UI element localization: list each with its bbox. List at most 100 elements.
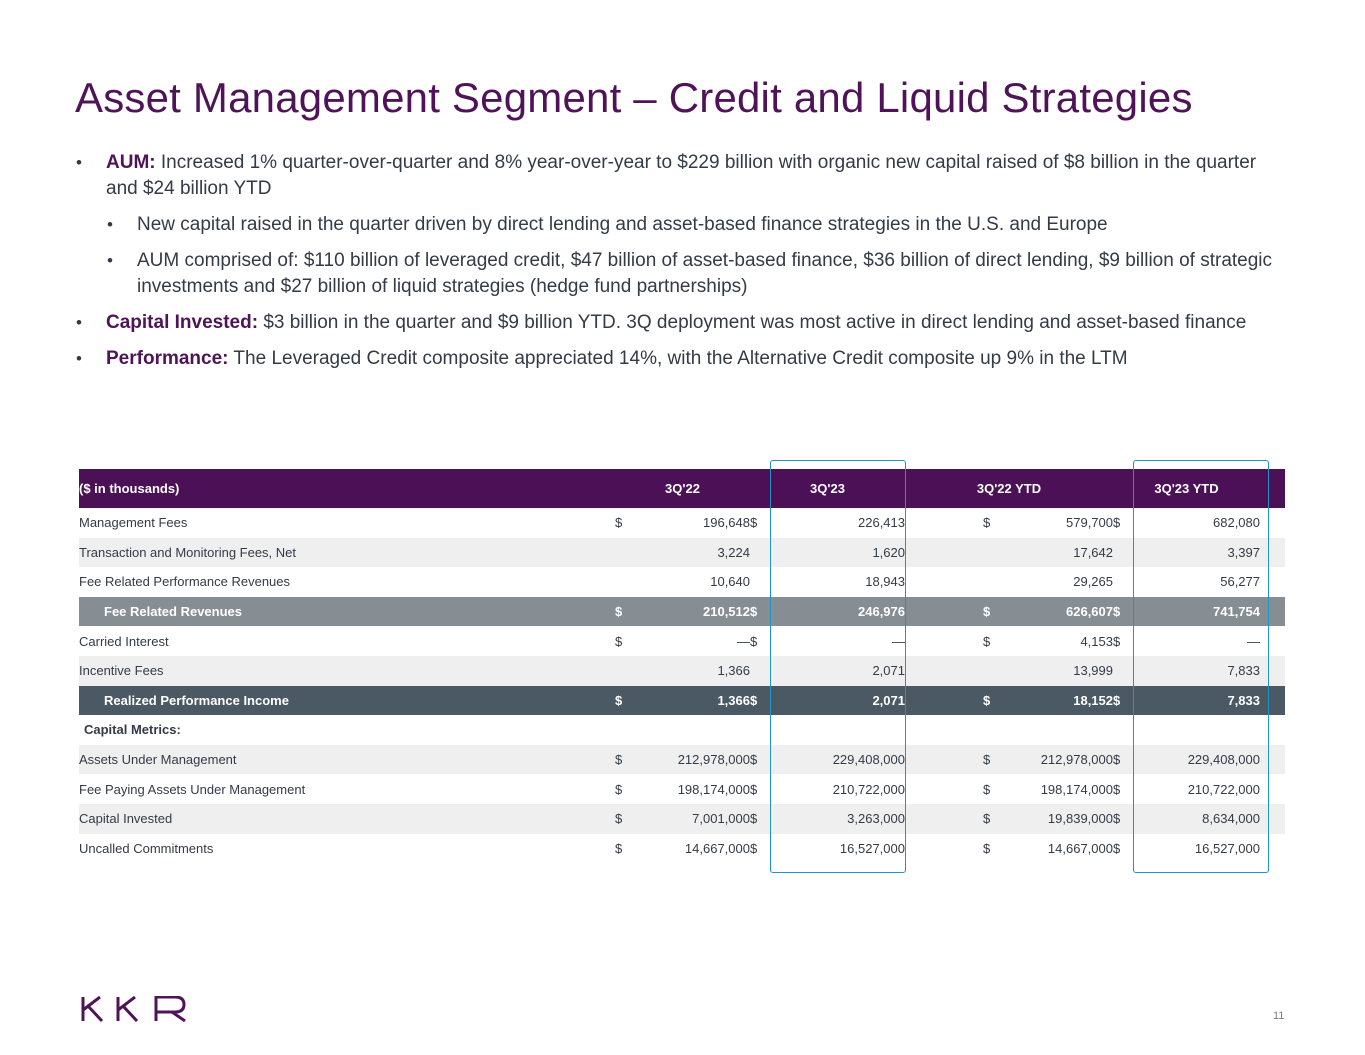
table-row: Realized Performance Income $1,366 $2,071 $…	[79, 685, 1285, 716]
bullet-performance-heading: Performance:	[106, 348, 229, 369]
spacer-cell	[905, 626, 983, 656]
value-3q22: 1,366	[640, 685, 750, 716]
currency-symbol	[750, 567, 775, 597]
sub-bullet-aum-composition-text: AUM comprised of: $110 billion of levera…	[137, 250, 1273, 297]
value-3q22: 3,224	[640, 537, 750, 568]
value-3q23-ytd: 741,754	[1138, 596, 1260, 627]
currency-symbol: $	[1113, 633, 1121, 649]
currency-symbol: $	[983, 633, 991, 649]
spacer-cell	[1260, 834, 1285, 864]
value-3q22: 196,648	[703, 515, 750, 531]
currency-symbol	[1113, 567, 1138, 597]
currency-symbol	[983, 567, 1008, 597]
spacer-cell	[905, 537, 983, 568]
table-row: Assets Under Management $212,978,000 $229,…	[79, 744, 1285, 775]
value-3q23-ytd: 229,408,000	[1138, 744, 1260, 775]
row-label: Fee Paying Assets Under Management	[79, 781, 306, 797]
value-3q23: 2,071	[775, 655, 905, 686]
financial-table: ($ in thousands) 3Q'22 3Q'23 3Q'22 YTD 3…	[79, 469, 1285, 863]
bullet-aum-heading: AUM:	[106, 152, 156, 173]
value-3q23-ytd: 8,634,000	[1138, 803, 1260, 834]
currency-symbol	[1113, 537, 1138, 568]
bullet-aum-text: Increased 1% quarter-over-quarter and 8%…	[106, 152, 1257, 199]
sub-bullet-new-capital: New capital raised in the quarter driven…	[107, 212, 1291, 238]
currency-symbol: $	[615, 633, 623, 649]
value-3q22-ytd: 14,667,000	[1047, 840, 1113, 856]
value-3q22: —	[737, 633, 750, 649]
bullet-capital-invested-text: $3 billion in the quarter and $9 billion…	[258, 312, 1247, 333]
row-label: Capital Metrics:	[84, 722, 181, 738]
currency-symbol: $	[750, 596, 775, 627]
spacer-cell	[905, 744, 983, 775]
value-3q23: —	[892, 633, 905, 649]
value-3q23-ytd: —	[1247, 633, 1260, 649]
value-3q23: 16,527,000	[839, 840, 905, 856]
currency-symbol: $	[983, 781, 991, 797]
value-3q23: 3,263,000	[775, 803, 905, 834]
currency-symbol: $	[750, 685, 775, 716]
sub-bullet-aum-composition: AUM comprised of: $110 billion of levera…	[107, 248, 1291, 300]
currency-symbol: $	[615, 744, 640, 775]
value-3q22-ytd: 4,153	[1080, 633, 1113, 649]
spacer-cell	[1260, 803, 1285, 834]
currency-symbol: $	[983, 803, 1008, 834]
spacer-cell	[905, 596, 983, 627]
value-3q23-ytd	[1138, 715, 1260, 745]
table-row: Capital Invested $7,001,000 $3,263,000 $19,…	[79, 803, 1285, 834]
currency-symbol	[983, 715, 1008, 745]
currency-symbol	[983, 655, 1008, 686]
currency-symbol: $	[615, 515, 623, 531]
value-3q22: 198,174,000	[677, 781, 750, 797]
row-label: Transaction and Monitoring Fees, Net	[79, 537, 615, 568]
bullet-capital-invested-heading: Capital Invested:	[106, 312, 259, 333]
spacer-cell	[905, 834, 983, 864]
value-3q23: 229,408,000	[775, 744, 905, 775]
currency-symbol: $	[1113, 840, 1121, 856]
currency-symbol: $	[750, 803, 775, 834]
row-label: Uncalled Commitments	[79, 840, 214, 856]
value-3q23-ytd: 210,722,000	[1187, 781, 1260, 797]
table-row: Transaction and Monitoring Fees, Net 3,22…	[79, 537, 1285, 568]
page-title: Asset Management Segment – Credit and Li…	[75, 74, 1193, 121]
currency-symbol: $	[750, 515, 758, 531]
currency-symbol: $	[750, 840, 758, 856]
value-3q22-ytd	[1008, 715, 1113, 745]
currency-symbol: $	[1113, 781, 1121, 797]
row-label: Assets Under Management	[79, 744, 615, 775]
value-3q23-ytd: 682,080	[1213, 515, 1260, 531]
value-3q23: 226,413	[858, 515, 905, 531]
currency-symbol: $	[983, 744, 1008, 775]
spacer-cell	[905, 715, 983, 745]
value-3q22	[640, 715, 750, 745]
currency-symbol	[615, 655, 640, 686]
currency-symbol	[615, 567, 640, 597]
row-label: Incentive Fees	[79, 655, 615, 686]
table-row: Incentive Fees 1,366 2,071 13,999 7,833	[79, 655, 1285, 686]
row-label: Fee Related Performance Revenues	[79, 574, 291, 590]
currency-symbol: $	[750, 744, 775, 775]
currency-symbol	[615, 537, 640, 568]
bullet-performance-text: The Leveraged Credit composite appreciat…	[228, 348, 1128, 369]
currency-symbol: $	[1113, 803, 1138, 834]
value-3q23-ytd: 16,527,000	[1194, 840, 1260, 856]
value-3q22: 7,001,000	[640, 803, 750, 834]
value-3q22-ytd: 18,152	[1008, 685, 1113, 716]
bullet-aum: AUM: Increased 1% quarter-over-quarter a…	[76, 150, 1291, 202]
table-row: Fee Related Revenues $210,512 $246,976 $626…	[79, 596, 1285, 627]
table-row: Fee Related Performance Revenues 10,640 18…	[79, 567, 1285, 597]
value-3q23-ytd: 7,833	[1138, 655, 1260, 686]
spacer-cell	[1260, 744, 1285, 775]
spacer-cell	[905, 685, 983, 716]
spacer-cell	[905, 774, 983, 804]
header-units: ($ in thousands)	[79, 469, 615, 508]
currency-symbol: $	[983, 840, 991, 856]
value-3q23: 1,620	[775, 537, 905, 568]
currency-symbol: $	[750, 633, 758, 649]
spacer-cell	[905, 508, 983, 538]
currency-symbol: $	[615, 596, 640, 627]
spacer-cell	[1260, 567, 1285, 597]
bullet-capital-invested: Capital Invested: $3 billion in the quar…	[76, 310, 1291, 336]
spacer-cell	[1260, 596, 1285, 627]
value-3q22-ytd: 19,839,000	[1008, 803, 1113, 834]
spacer-cell	[905, 803, 983, 834]
